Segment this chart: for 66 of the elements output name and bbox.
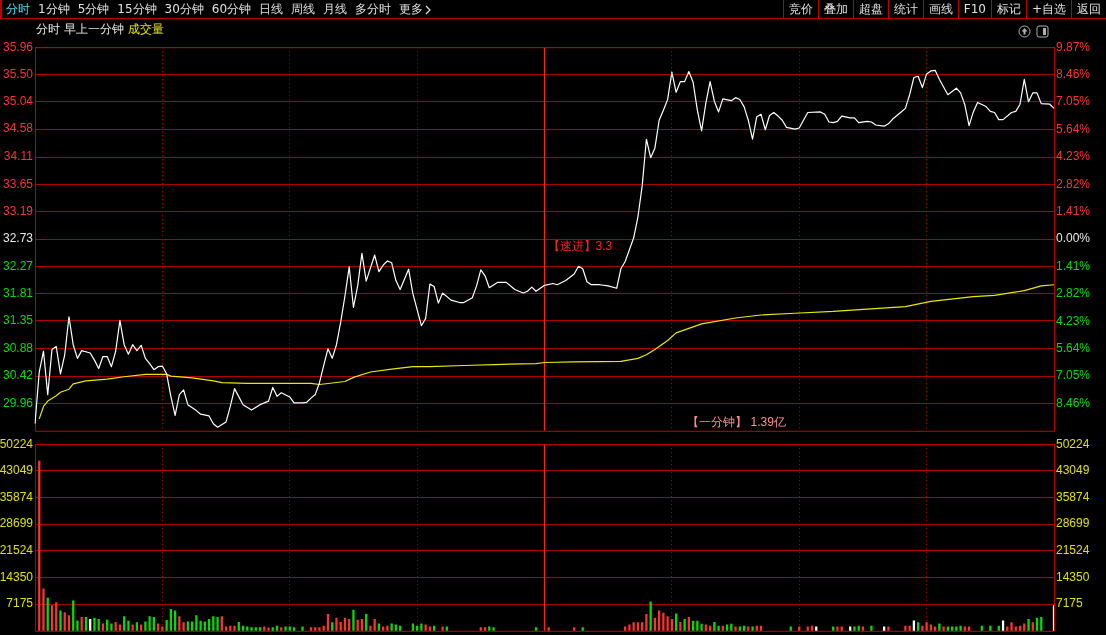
y2-tick-label: 43049 (1056, 463, 1090, 478)
y-tick-label: 35874 (0, 489, 34, 504)
y-tick-label: 35.96 (2, 39, 34, 54)
y2-tick-label: 8.46% (1056, 66, 1091, 81)
chart-title: 分时 早上一分钟 (36, 22, 124, 36)
text: 竞价 (782, 0, 818, 18)
text: 1分钟 (38, 0, 70, 18)
y2-tick-label: 0.00% (1056, 231, 1091, 246)
y2-tick-label: 4.23% (1056, 149, 1091, 164)
text: 5分钟 (77, 0, 110, 18)
text: 分时 (6, 0, 30, 18)
y2-tick-label: 7175 (1056, 596, 1084, 611)
text: 60分钟 (211, 0, 252, 18)
y-tick-label: 29.96 (2, 395, 34, 410)
y-tick-label: 32.73 (2, 231, 34, 246)
y-tick-label: 35.04 (2, 94, 34, 109)
y-tick-label: 21524 (0, 543, 34, 558)
y2-tick-label: 7.05% (1056, 94, 1091, 109)
text: 标记 (990, 0, 1026, 18)
text: 返回 (1071, 0, 1106, 18)
y-tick-label: 50224 (0, 436, 34, 451)
y2-tick-label: 7.05% (1056, 368, 1091, 383)
annotation: 【速进】3.3 (547, 238, 613, 253)
y-tick-label: 28699 (0, 516, 34, 531)
chart-subtitle: 成交量 (127, 22, 164, 36)
text: 15分钟 (117, 0, 157, 18)
text: 多分时 (355, 0, 392, 18)
text: 30分钟 (164, 0, 204, 18)
text: 周线 (291, 0, 316, 18)
y-tick-label: 34.58 (2, 121, 34, 136)
y2-tick-label: 9.87% (1056, 39, 1091, 54)
text: F10 (957, 0, 991, 18)
y-tick-label: 30.42 (2, 368, 34, 383)
text: +自选 (1025, 0, 1071, 18)
text: 日线 (259, 0, 284, 18)
y-tick-label: 7175 (6, 596, 34, 611)
text: 统计 (887, 0, 923, 18)
y-tick-label: 35.50 (2, 66, 34, 81)
y2-tick-label: 1.41% (1056, 203, 1091, 218)
y2-tick-label: 4.23% (1056, 313, 1091, 328)
y2-tick-label: 5.64% (1056, 340, 1091, 355)
y2-tick-label: 14350 (1056, 569, 1090, 584)
text: 月线 (323, 0, 348, 18)
y-tick-label: 14350 (0, 569, 34, 584)
text: 超盘 (852, 0, 888, 18)
y-tick-label: 31.81 (2, 285, 34, 300)
annotation: 【一分钟】 1.39亿 (687, 415, 786, 430)
y2-tick-label: 1.41% (1056, 258, 1091, 273)
y2-tick-label: 35874 (1056, 489, 1090, 504)
text: 画线 (922, 0, 958, 18)
y2-tick-label: 8.46% (1056, 395, 1091, 410)
y-tick-label: 33.19 (2, 204, 34, 218)
y-tick-label: 43049 (0, 463, 34, 478)
y-tick-label: 30.88 (2, 341, 34, 356)
y-tick-label: 33.65 (2, 176, 34, 191)
y-tick-label: 31.35 (2, 313, 34, 328)
text: 叠加 (817, 0, 853, 18)
y2-tick-label: 28699 (1056, 516, 1090, 531)
y2-tick-label: 50224 (1056, 436, 1090, 451)
y-tick-label: 32.27 (2, 258, 34, 273)
y2-tick-label: 2.82% (1056, 286, 1091, 301)
text: 更多 (399, 0, 424, 18)
y-tick-label: 34.11 (3, 149, 34, 164)
y2-tick-label: 2.82% (1056, 176, 1091, 191)
y2-tick-label: 21524 (1056, 543, 1090, 558)
y2-tick-label: 5.64% (1056, 121, 1091, 136)
